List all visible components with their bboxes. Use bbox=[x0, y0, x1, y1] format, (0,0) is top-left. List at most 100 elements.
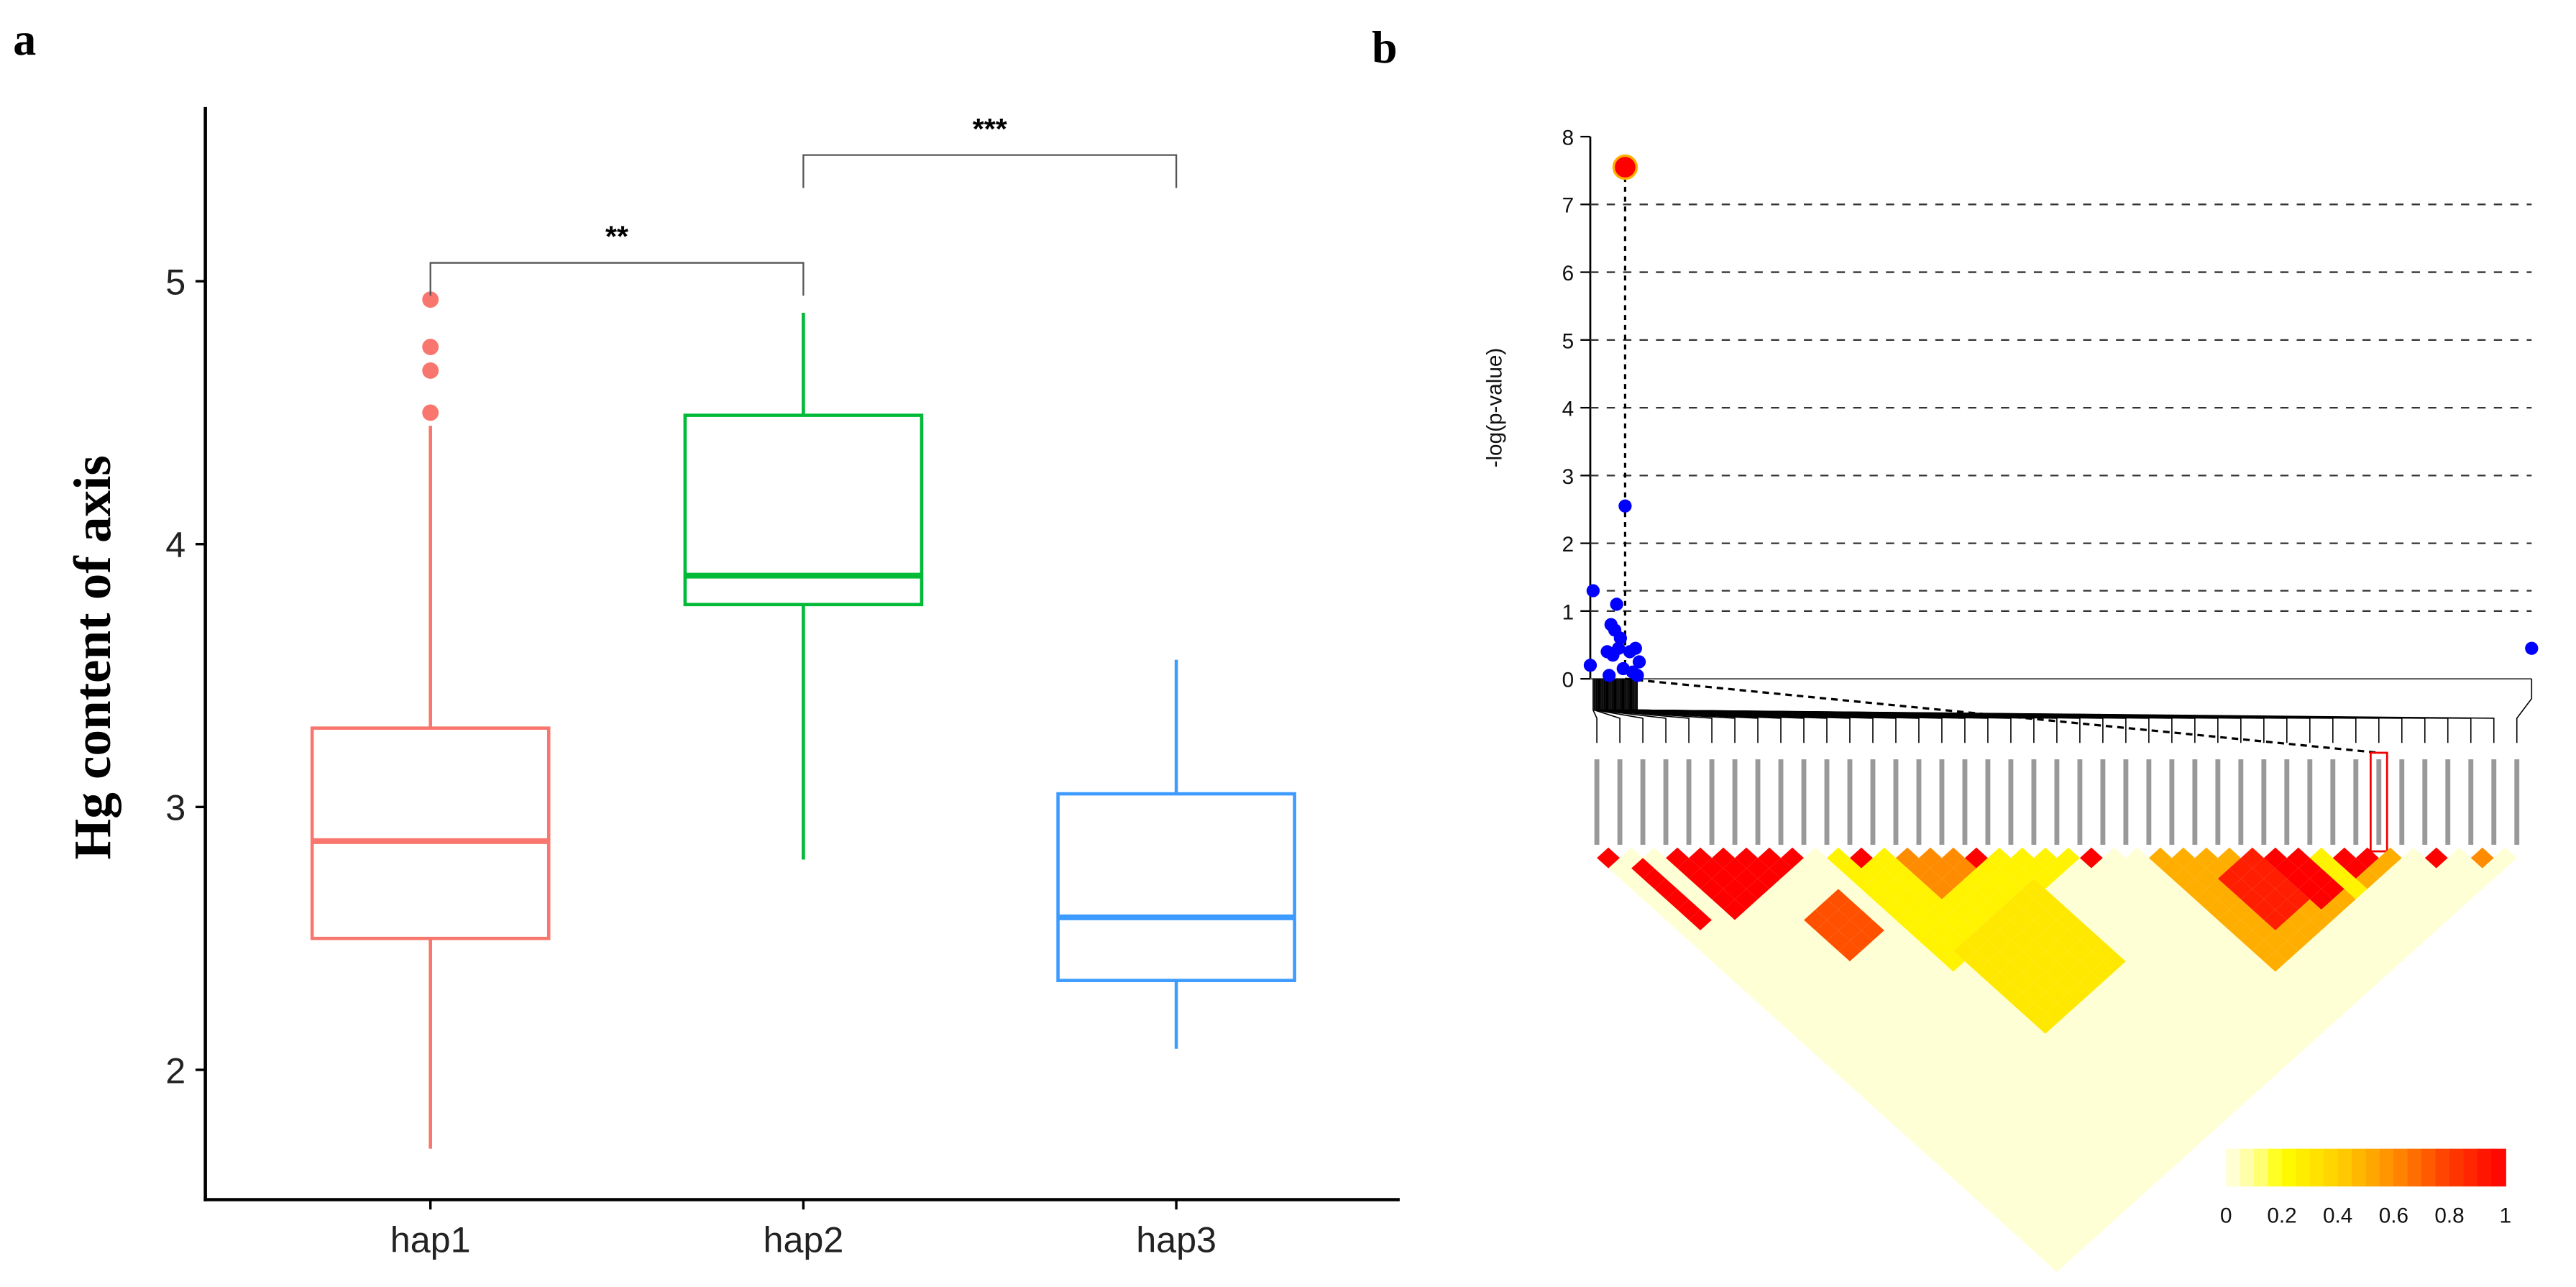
ld-cell bbox=[2148, 1054, 2172, 1076]
ld-cell bbox=[1872, 847, 1896, 869]
snp-name-label bbox=[2123, 759, 2129, 845]
ld-cell bbox=[1827, 1013, 1850, 1034]
ld-cell bbox=[2436, 899, 2460, 920]
legend-tick-label: 1 bbox=[2499, 1204, 2511, 1227]
ld-cell bbox=[2217, 1013, 2241, 1034]
ld-cell bbox=[1941, 1096, 1965, 1117]
ld-cell bbox=[2309, 847, 2333, 869]
ld-cell bbox=[1735, 910, 1759, 930]
ld-cell bbox=[2344, 920, 2368, 941]
ld-cell bbox=[2125, 1158, 2149, 1179]
legend-color-step bbox=[2379, 1148, 2395, 1187]
ld-cell bbox=[2183, 1085, 2206, 1107]
ld-cell bbox=[2114, 1106, 2137, 1127]
ld-cell bbox=[1964, 1096, 1988, 1117]
ld-cell bbox=[2079, 992, 2103, 1014]
ld-cell bbox=[1884, 1002, 1907, 1024]
snp-point bbox=[1603, 669, 1616, 682]
ld-cell bbox=[2102, 1117, 2126, 1137]
ld-cell bbox=[2045, 1106, 2068, 1127]
ld-cell bbox=[2114, 1044, 2137, 1066]
ld-cell bbox=[2125, 1117, 2149, 1137]
snp-name-label bbox=[1663, 759, 1669, 845]
ld-cell bbox=[1643, 847, 1667, 869]
snp-name-label bbox=[2008, 759, 2014, 845]
ld-cell bbox=[2183, 858, 2206, 879]
ld-cell bbox=[2148, 1158, 2172, 1179]
ld-cell bbox=[1999, 899, 2022, 920]
ld-cell bbox=[2298, 1023, 2321, 1045]
ld-cell bbox=[1964, 847, 1988, 869]
ld-cell bbox=[1918, 847, 1942, 869]
ld-cell bbox=[2275, 1002, 2298, 1024]
ld-cell bbox=[2056, 1013, 2080, 1034]
ld-cell bbox=[2344, 858, 2368, 879]
ld-cell bbox=[1964, 992, 1988, 1014]
ld-cell bbox=[2022, 981, 2045, 1003]
ld-cell bbox=[1930, 1148, 1953, 1169]
ld-cell bbox=[2160, 1065, 2183, 1086]
ld-cell bbox=[2114, 1002, 2137, 1024]
legend-color-step bbox=[2407, 1148, 2423, 1187]
x-tick-label: hap1 bbox=[390, 1219, 471, 1260]
ld-cell bbox=[2217, 910, 2241, 930]
ld-cell bbox=[2401, 910, 2425, 930]
ld-cell bbox=[1861, 981, 1884, 1003]
snp-name-label bbox=[2031, 759, 2037, 845]
ld-cell bbox=[1815, 858, 1839, 879]
ld-cell bbox=[1746, 940, 1770, 962]
ld-cell bbox=[2068, 1002, 2091, 1024]
box-hap2 bbox=[683, 313, 924, 860]
ld-cell bbox=[2413, 858, 2437, 879]
ld-cell bbox=[2194, 1054, 2218, 1076]
ld-cell bbox=[2160, 858, 2183, 879]
ld-cell bbox=[2263, 930, 2287, 951]
ld-cell bbox=[1976, 961, 1999, 982]
ld-cell bbox=[2321, 858, 2344, 879]
ld-cell bbox=[1838, 1044, 1861, 1066]
ld-cell bbox=[2102, 1054, 2126, 1076]
snp-name-label bbox=[1686, 759, 1692, 845]
ld-cell bbox=[2240, 1054, 2264, 1076]
ld-cell bbox=[2217, 992, 2241, 1014]
ld-cell bbox=[1781, 1013, 1805, 1034]
ld-cell bbox=[1746, 858, 1770, 879]
ld-cell bbox=[2091, 1044, 2114, 1066]
ld-cell bbox=[1827, 951, 1850, 972]
ld-cell bbox=[2298, 899, 2321, 920]
ld-cell bbox=[2229, 1002, 2252, 1024]
legend-color-step bbox=[2352, 1148, 2367, 1187]
ld-cell bbox=[2206, 961, 2229, 982]
ld-cell bbox=[1895, 1117, 1919, 1137]
ld-cell bbox=[2148, 1013, 2172, 1034]
ld-cell bbox=[1953, 899, 1976, 920]
ld-cell bbox=[1987, 951, 2011, 972]
ld-cell bbox=[2079, 1199, 2103, 1221]
ld-cell bbox=[2160, 1044, 2183, 1066]
ld-cell bbox=[1907, 961, 1930, 982]
ld-cell bbox=[2114, 961, 2137, 982]
ld-cell bbox=[2137, 1002, 2160, 1024]
ld-cell bbox=[2125, 1178, 2149, 1200]
ld-cell bbox=[1930, 1065, 1953, 1086]
ld-cell bbox=[2010, 1220, 2034, 1241]
ld-cell bbox=[2263, 951, 2287, 972]
ld-cell bbox=[1884, 961, 1907, 982]
ld-cell bbox=[2309, 889, 2333, 910]
ld-cell bbox=[2252, 1002, 2275, 1024]
ld-cell bbox=[1941, 951, 1965, 972]
ld-cell bbox=[2171, 1117, 2195, 1137]
ld-cell bbox=[2286, 992, 2310, 1014]
ld-cell bbox=[2022, 940, 2045, 962]
ld-cell bbox=[2240, 1013, 2264, 1034]
ld-cell bbox=[2010, 1117, 2034, 1137]
legend-tick-label: 0.8 bbox=[2434, 1204, 2464, 1227]
ld-cell bbox=[2148, 992, 2172, 1014]
ld-cell bbox=[1654, 858, 1678, 879]
ld-cell bbox=[2183, 1065, 2206, 1086]
ld-cell bbox=[2022, 1148, 2045, 1169]
ld-cell bbox=[1815, 1002, 1839, 1024]
ld-cell bbox=[1827, 1054, 1850, 1076]
ld-cell bbox=[1987, 1199, 2011, 1221]
ld-cell bbox=[2263, 847, 2287, 869]
